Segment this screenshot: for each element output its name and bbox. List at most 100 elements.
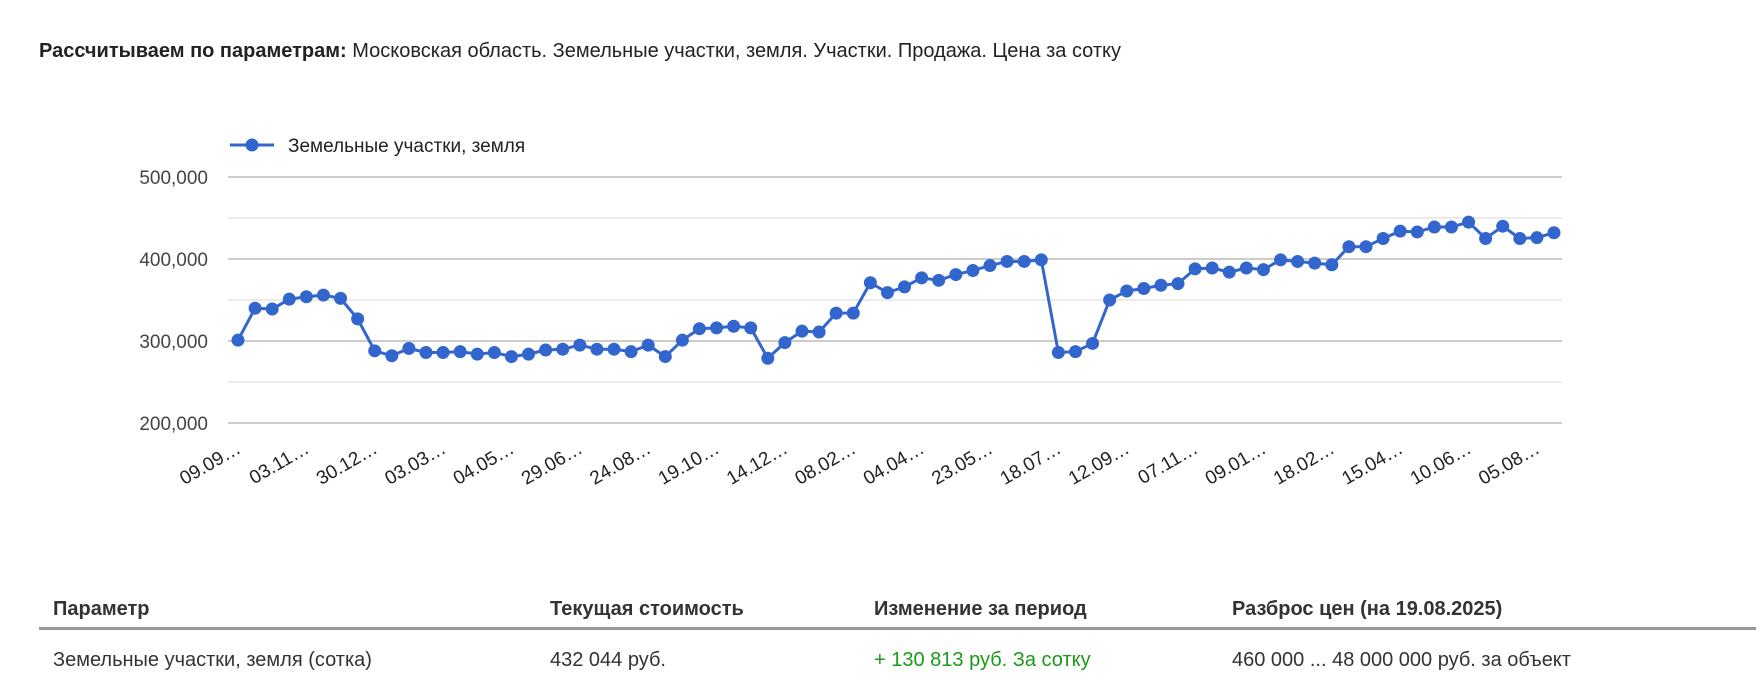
data-point	[282, 292, 296, 306]
data-point	[487, 345, 501, 359]
data-point	[1393, 224, 1407, 238]
cell-parameter: Земельные участки, земля (сотка)	[53, 649, 372, 671]
data-point	[419, 345, 433, 359]
x-tick-label: 30.12…	[313, 438, 381, 489]
y-tick-label: 200,000	[139, 414, 208, 435]
data-point	[1017, 254, 1031, 268]
data-point	[1154, 278, 1168, 292]
data-point	[504, 350, 518, 364]
data-point	[402, 341, 416, 355]
x-tick-label: 05.08…	[1475, 438, 1543, 489]
data-point	[1051, 345, 1065, 359]
data-point	[829, 306, 843, 320]
data-point	[1308, 256, 1322, 270]
x-tick-label: 12.09…	[1065, 438, 1133, 489]
data-point	[1376, 232, 1390, 245]
cell-price-range: 460 000 ... 48 000 000 руб. за объект	[1232, 649, 1571, 671]
data-point	[1530, 231, 1544, 245]
data-point	[573, 338, 587, 352]
data-point	[812, 325, 826, 339]
y-tick-label: 500,000	[139, 168, 208, 189]
data-point	[1410, 225, 1424, 239]
data-point	[1513, 232, 1527, 245]
x-tick-label: 14.12…	[723, 438, 791, 489]
parameters-label: Рассчитываем по параметрам:	[39, 40, 347, 62]
data-point	[1086, 336, 1100, 350]
x-tick-label: 03.03…	[381, 438, 449, 489]
data-point	[1205, 261, 1219, 275]
data-point	[1120, 284, 1134, 298]
header-current-price: Текущая стоимость	[550, 598, 744, 620]
table-row: Земельные участки, земля (сотка) 432 044…	[39, 630, 1756, 680]
x-tick-label: 04.05…	[450, 438, 518, 489]
x-tick-label: 09.09…	[176, 438, 244, 489]
table-header: Параметр Текущая стоимость Изменение за …	[39, 592, 1756, 630]
data-point	[846, 306, 860, 320]
x-tick-label: 04.04…	[860, 438, 928, 489]
x-tick-label: 19.10…	[655, 438, 723, 489]
data-point	[675, 333, 689, 347]
data-point	[966, 263, 980, 277]
data-point	[248, 301, 262, 315]
data-point	[1291, 254, 1305, 268]
data-point	[761, 351, 775, 365]
data-point	[556, 342, 570, 356]
data-point	[539, 343, 553, 357]
data-point	[1239, 261, 1253, 275]
data-point	[265, 302, 279, 316]
price-table: Параметр Текущая стоимость Изменение за …	[39, 592, 1756, 680]
cell-current-price: 432 044 руб.	[550, 649, 666, 671]
data-point	[1068, 345, 1082, 359]
data-point	[710, 321, 724, 335]
x-tick-label: 08.02…	[792, 438, 860, 489]
data-point	[385, 349, 399, 363]
x-tick-label: 07.11…	[1135, 438, 1202, 489]
x-tick-label: 18.02…	[1270, 438, 1338, 489]
x-tick-label: 29.06…	[518, 438, 586, 489]
x-tick-label: 24.08…	[587, 438, 655, 489]
data-point	[1342, 240, 1356, 254]
data-point	[1256, 263, 1270, 277]
data-point	[470, 347, 484, 361]
data-point	[351, 312, 365, 326]
data-point	[863, 276, 877, 290]
parameters-title: Рассчитываем по параметрам: Московская о…	[39, 40, 1121, 63]
x-tick-label: 18.07…	[997, 438, 1065, 489]
price-chart: 200,000 300,000 400,000 500,000 09.09… 03.11……	[139, 136, 1562, 490]
x-tick-label: 23.05…	[928, 438, 996, 489]
data-point	[898, 280, 912, 294]
data-point	[1000, 254, 1014, 268]
data-point	[1222, 265, 1236, 279]
data-point	[316, 288, 330, 302]
data-point	[368, 344, 382, 358]
data-point	[299, 290, 313, 304]
data-point	[1479, 232, 1493, 245]
legend-marker	[245, 138, 259, 152]
data-point	[778, 336, 792, 350]
y-tick-label: 300,000	[139, 332, 208, 353]
data-point	[1325, 258, 1339, 272]
data-point	[1427, 220, 1441, 234]
data-point	[1462, 215, 1476, 229]
x-tick-label: 03.11…	[246, 438, 313, 489]
x-tick-label: 10.06…	[1407, 438, 1475, 489]
header-change: Изменение за период	[874, 598, 1087, 620]
header-parameter: Параметр	[53, 598, 150, 620]
x-tick-label: 15.04…	[1339, 438, 1407, 489]
data-point	[522, 347, 536, 361]
series-line	[236, 220, 1555, 360]
data-point	[436, 345, 450, 359]
legend-label: Земельные участки, земля	[288, 136, 525, 157]
parameters-value: Московская область. Земельные участки, з…	[352, 40, 1121, 62]
data-point	[607, 342, 621, 356]
data-point	[453, 345, 467, 359]
data-point	[744, 321, 758, 335]
data-point	[949, 268, 963, 282]
data-point	[624, 345, 638, 359]
data-point	[1103, 293, 1117, 307]
data-point	[1547, 226, 1561, 240]
x-tick-label: 09.01…	[1202, 438, 1270, 489]
data-point	[983, 259, 997, 273]
data-point	[1188, 262, 1202, 276]
data-point	[1496, 219, 1510, 233]
